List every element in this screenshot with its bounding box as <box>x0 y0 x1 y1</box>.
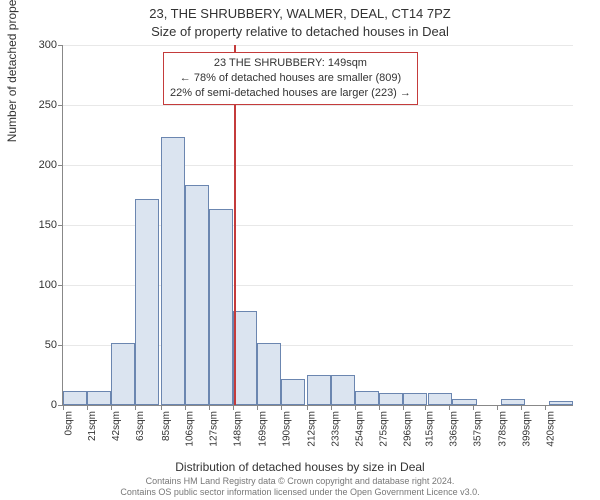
x-tick <box>403 405 404 410</box>
histogram-bar <box>161 137 185 405</box>
x-tick <box>87 405 88 410</box>
gridline <box>63 105 573 106</box>
histogram-bar <box>233 311 257 405</box>
y-tick-label: 0 <box>27 399 57 411</box>
x-tick-label: 106sqm <box>185 411 196 447</box>
x-tick <box>497 405 498 410</box>
x-tick <box>161 405 162 410</box>
x-tick-label: 296sqm <box>403 411 414 447</box>
histogram-bar <box>257 343 281 405</box>
histogram-bar <box>355 391 379 405</box>
x-tick-label: 275sqm <box>379 411 390 447</box>
x-tick <box>111 405 112 410</box>
histogram-bar <box>87 391 111 405</box>
x-tick <box>355 405 356 410</box>
x-tick-label: 148sqm <box>233 411 244 447</box>
annotation-line-2: ← 78% of detached houses are smaller (80… <box>180 72 401 84</box>
x-tick <box>521 405 522 410</box>
annotation-box: 23 THE SHRUBBERY: 149sqm ← 78% of detache… <box>163 52 418 105</box>
footer-line-2: Contains OS public sector information li… <box>120 487 479 497</box>
histogram-bar <box>379 393 403 405</box>
x-tick <box>473 405 474 410</box>
chart-container: 23, THE SHRUBBERY, WALMER, DEAL, CT14 7P… <box>0 0 600 500</box>
x-tick-label: 254sqm <box>355 411 366 447</box>
x-tick <box>135 405 136 410</box>
footer-line-1: Contains HM Land Registry data © Crown c… <box>146 476 455 486</box>
x-tick-label: 399sqm <box>521 411 532 447</box>
histogram-bar <box>135 199 159 405</box>
y-axis-label: Number of detached properties <box>5 0 19 142</box>
histogram-bar <box>331 375 355 405</box>
annotation-line-1: 23 THE SHRUBBERY: 149sqm <box>214 57 367 69</box>
y-tick <box>58 285 63 286</box>
x-tick-label: 85sqm <box>161 411 172 441</box>
y-tick-label: 100 <box>27 279 57 291</box>
x-tick-label: 0sqm <box>63 411 74 435</box>
x-tick <box>185 405 186 410</box>
x-tick <box>307 405 308 410</box>
x-tick <box>257 405 258 410</box>
x-tick <box>209 405 210 410</box>
histogram-bar <box>209 209 233 405</box>
histogram-bar <box>63 391 87 405</box>
x-tick <box>63 405 64 410</box>
x-tick <box>281 405 282 410</box>
x-tick-label: 21sqm <box>87 411 98 441</box>
y-tick <box>58 225 63 226</box>
x-tick-label: 420sqm <box>545 411 556 447</box>
title-line-2: Size of property relative to detached ho… <box>0 24 600 39</box>
y-tick-label: 200 <box>27 159 57 171</box>
title-line-1: 23, THE SHRUBBERY, WALMER, DEAL, CT14 7P… <box>0 6 600 21</box>
x-tick <box>331 405 332 410</box>
x-tick-label: 336sqm <box>449 411 460 447</box>
y-tick-label: 150 <box>27 219 57 231</box>
y-tick <box>58 165 63 166</box>
x-tick <box>233 405 234 410</box>
y-tick-label: 250 <box>27 99 57 111</box>
x-tick <box>425 405 426 410</box>
histogram-bar <box>403 393 427 405</box>
histogram-bar <box>428 393 452 405</box>
y-tick <box>58 105 63 106</box>
histogram-bar <box>185 185 209 405</box>
y-tick-label: 50 <box>27 339 57 351</box>
gridline <box>63 165 573 166</box>
x-tick <box>449 405 450 410</box>
histogram-plot: 0501001502002503000sqm21sqm42sqm63sqm85s… <box>62 45 573 406</box>
x-tick-label: 63sqm <box>135 411 146 441</box>
histogram-bar <box>549 401 573 405</box>
x-tick-label: 315sqm <box>425 411 436 447</box>
x-axis-label: Distribution of detached houses by size … <box>0 460 600 474</box>
histogram-bar <box>111 343 135 405</box>
y-tick <box>58 45 63 46</box>
y-tick-label: 300 <box>27 39 57 51</box>
x-tick <box>545 405 546 410</box>
x-tick-label: 233sqm <box>331 411 342 447</box>
x-tick-label: 42sqm <box>111 411 122 441</box>
footer-attribution: Contains HM Land Registry data © Crown c… <box>0 476 600 499</box>
x-tick-label: 212sqm <box>307 411 318 447</box>
x-tick-label: 357sqm <box>473 411 484 447</box>
x-tick-label: 169sqm <box>257 411 268 447</box>
annotation-line-3: 22% of semi-detached houses are larger (… <box>170 87 411 99</box>
x-tick-label: 378sqm <box>497 411 508 447</box>
y-tick <box>58 345 63 346</box>
x-tick <box>379 405 380 410</box>
x-tick-label: 127sqm <box>209 411 220 447</box>
gridline <box>63 45 573 46</box>
x-tick-label: 190sqm <box>281 411 292 447</box>
histogram-bar <box>281 379 305 405</box>
histogram-bar <box>307 375 331 405</box>
